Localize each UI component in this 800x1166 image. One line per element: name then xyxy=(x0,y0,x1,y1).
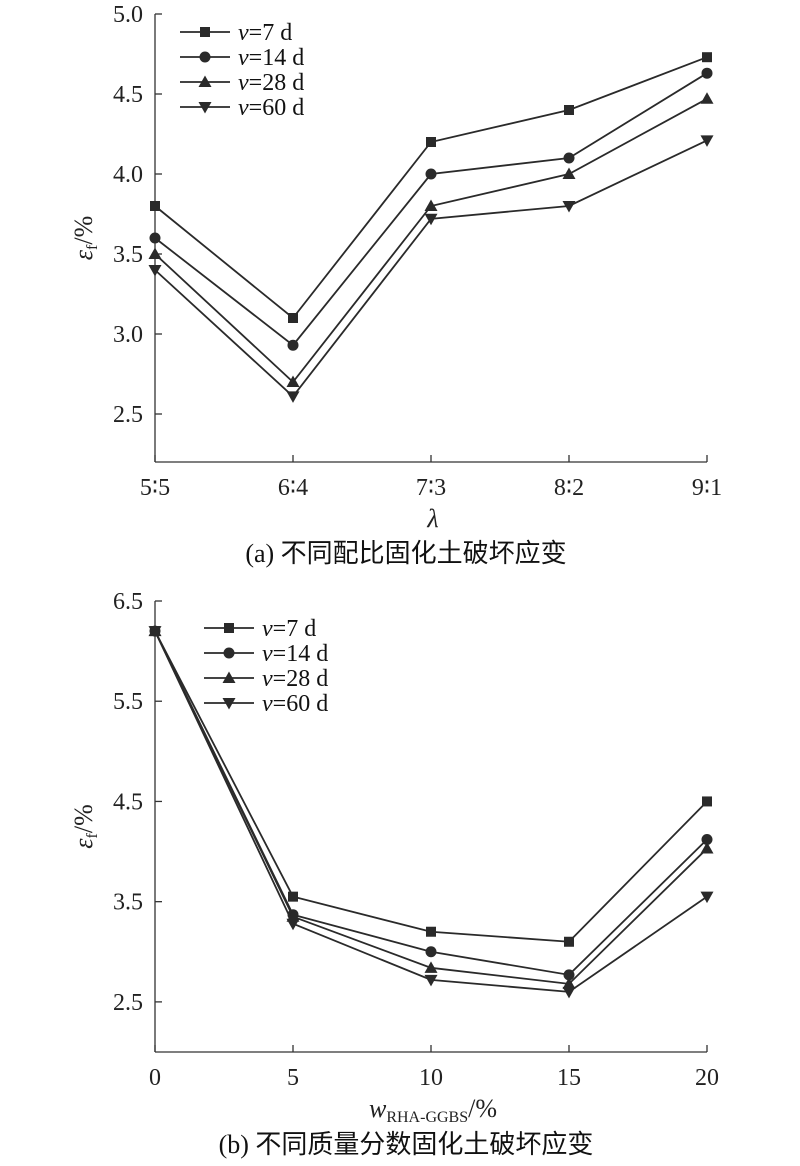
series-circle xyxy=(149,67,713,351)
y-tick-label: 3.5 xyxy=(113,890,143,916)
chart-caption: (a) 不同配比固化土破坏应变 xyxy=(245,539,566,568)
x-tick-label: 5 xyxy=(287,1065,299,1091)
y-tick-label: 6.5 xyxy=(113,589,143,615)
data-point xyxy=(562,977,576,989)
data-point xyxy=(700,891,714,904)
legend-marker xyxy=(199,51,211,63)
x-axis-title: wRHA-GGBS/% xyxy=(369,1094,497,1126)
series-triangle-up xyxy=(148,92,714,387)
y-tick-label: 5.0 xyxy=(113,2,143,28)
y-tick-label: 4.0 xyxy=(113,162,143,188)
data-point xyxy=(150,201,160,211)
data-point xyxy=(286,391,300,403)
y-tick-label: 4.5 xyxy=(113,789,143,815)
data-point xyxy=(702,52,712,63)
series-triangle-down xyxy=(148,135,714,403)
legend: v=7 dv=14 dv=28 dv=60 d xyxy=(204,616,328,717)
series-square xyxy=(150,52,712,323)
x-tick-label: 6∶4 xyxy=(278,475,308,501)
y-tick-label: 2.5 xyxy=(113,990,143,1016)
data-point xyxy=(563,152,575,164)
legend-marker xyxy=(224,623,234,633)
y-axis-title: εf/% xyxy=(69,216,101,260)
data-point xyxy=(701,67,713,79)
data-point xyxy=(287,339,299,351)
chart-a: 2.5 3.0 3.5 4.0 4.5 5.0 5∶5 6∶4 7∶3 8∶2 9∶1 λ εf/% (a… xyxy=(69,2,722,568)
data-point xyxy=(700,135,714,147)
x-tick-label: 7∶3 xyxy=(416,475,446,501)
x-axis-title: λ xyxy=(426,504,438,533)
data-point xyxy=(701,834,713,846)
data-point xyxy=(148,247,162,259)
data-point xyxy=(424,213,438,226)
data-point xyxy=(563,969,575,981)
legend-label: v=60 d xyxy=(238,95,304,121)
y-tick-label: 2.5 xyxy=(113,402,143,428)
data-point xyxy=(564,936,574,947)
data-point xyxy=(702,796,712,807)
data-point xyxy=(700,92,714,104)
legend-label: v=14 d xyxy=(238,45,304,71)
series-triangle-up xyxy=(148,624,714,989)
legend-marker xyxy=(222,671,236,683)
legend-label: v=7 d xyxy=(262,616,316,642)
legend-marker xyxy=(198,75,212,87)
series-triangle-down xyxy=(148,626,714,999)
y-tick-label: 3.0 xyxy=(113,322,143,348)
x-tick-label: 20 xyxy=(695,1065,719,1091)
data-point xyxy=(425,168,437,180)
legend-label: v=28 d xyxy=(262,666,328,692)
y-axis-title: εf/% xyxy=(69,804,101,848)
legend-label: v=60 d xyxy=(262,691,328,717)
data-point xyxy=(562,167,576,179)
series-line xyxy=(154,630,708,993)
data-point xyxy=(425,946,437,958)
y-tick-label: 3.5 xyxy=(113,242,143,268)
data-point xyxy=(426,137,436,147)
data-point xyxy=(148,626,162,638)
data-point xyxy=(149,232,161,244)
data-point xyxy=(424,199,438,211)
legend-marker xyxy=(200,27,210,37)
y-tick-label: 4.5 xyxy=(113,82,143,108)
data-point xyxy=(700,842,714,854)
x-tick-label: 10 xyxy=(419,1065,443,1091)
legend-label: v=28 d xyxy=(238,70,304,96)
x-tick-label: 5∶5 xyxy=(140,475,170,501)
legend-marker xyxy=(223,647,235,659)
x-tick-label: 0 xyxy=(149,1065,161,1091)
chart-b: 2.5 3.5 4.5 5.5 6.5 0 5 10 15 20 wRHA-GGBS/% εf/% (b… xyxy=(69,589,719,1159)
data-point xyxy=(288,891,298,902)
x-tick-label: 15 xyxy=(557,1065,581,1091)
legend-marker xyxy=(198,102,212,114)
data-point xyxy=(286,918,300,931)
data-point xyxy=(562,201,576,213)
data-point xyxy=(424,974,438,987)
data-point xyxy=(562,986,576,999)
data-point xyxy=(286,375,300,387)
data-point xyxy=(424,961,438,973)
y-tick-label: 5.5 xyxy=(113,689,143,715)
series-square xyxy=(150,626,712,947)
data-point xyxy=(148,265,162,277)
chart-caption: (b) 不同质量分数固化土破坏应变 xyxy=(219,1130,594,1159)
legend-label: v=7 d xyxy=(238,20,292,46)
x-tick-label: 9∶1 xyxy=(692,475,722,501)
data-point xyxy=(288,313,298,323)
data-point xyxy=(426,926,436,937)
legend: v=7 dv=14 dv=28 dv=60 d xyxy=(180,20,304,121)
data-point xyxy=(564,105,574,115)
legend-marker xyxy=(222,698,236,710)
x-tick-label: 8∶2 xyxy=(554,475,584,501)
legend-label: v=14 d xyxy=(262,641,328,667)
